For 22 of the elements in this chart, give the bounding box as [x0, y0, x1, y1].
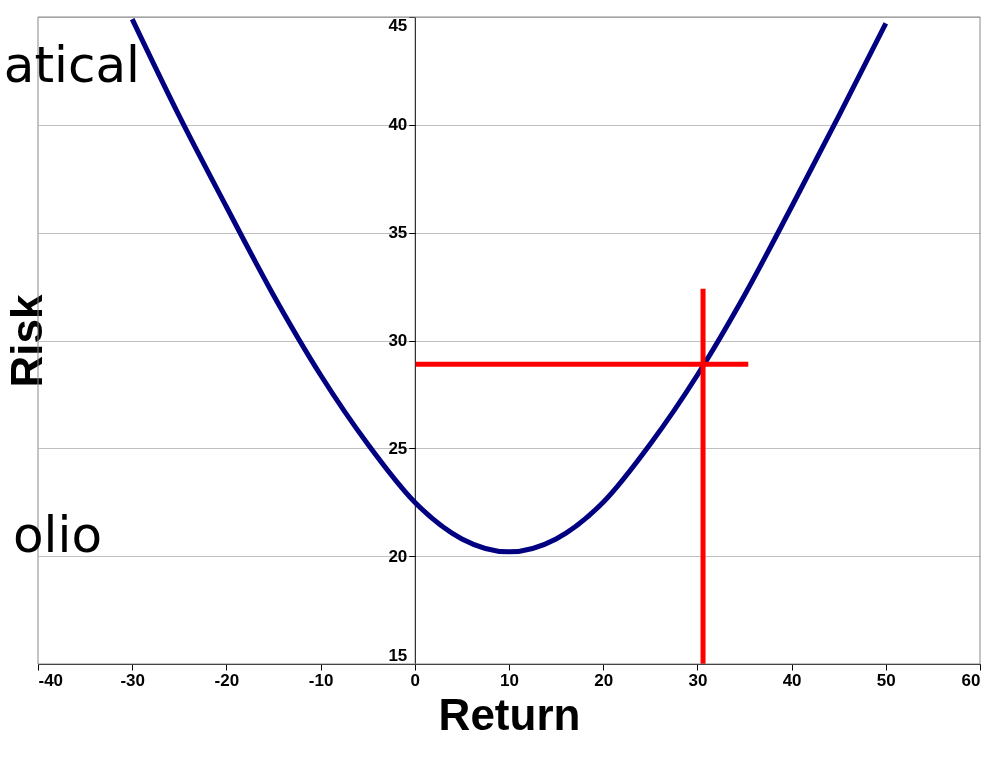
x-tick-label: 50 — [876, 670, 896, 690]
annotation: olio — [13, 506, 102, 564]
y-axis-title: Risk — [1, 294, 51, 388]
x-tick-label: -30 — [120, 670, 145, 690]
annotation: atical — [3, 36, 140, 94]
y-tick-label: 45 — [388, 15, 408, 35]
x-tick-label: 60 — [961, 670, 981, 690]
y-tick-label: 35 — [388, 223, 408, 243]
x-tick-label: 10 — [500, 670, 519, 690]
y-tick-label: 40 — [388, 115, 408, 135]
x-tick-label: 20 — [594, 670, 614, 690]
x-tick-label: 40 — [782, 670, 802, 690]
y-tick-label: 25 — [388, 438, 408, 458]
y-tick-label: 30 — [388, 331, 408, 350]
x-tick-label: 30 — [688, 670, 708, 690]
x-tick-label: -10 — [308, 670, 334, 690]
x-tick-label: -40 — [38, 670, 64, 690]
x-tick-label: 0 — [410, 670, 421, 690]
y-tick-label: 20 — [388, 546, 408, 566]
x-tick-label: -20 — [214, 670, 240, 690]
x-axis-title: Return — [438, 689, 581, 739]
y-tick-label: 15 — [388, 645, 408, 665]
